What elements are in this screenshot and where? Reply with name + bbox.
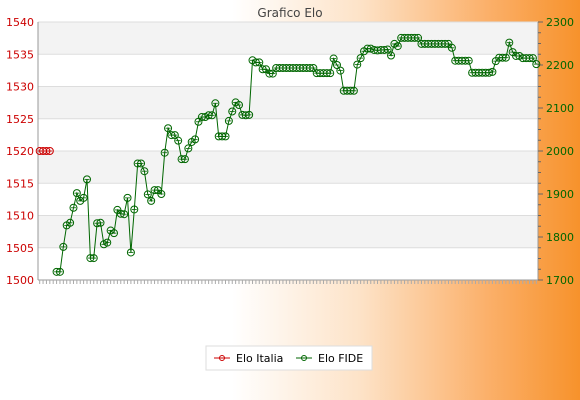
legend: Elo Italia Elo FIDE	[205, 345, 373, 371]
left-tick-label: 1500	[6, 274, 34, 287]
right-y-axis: 1700 1800 1900 2000 2100 2200 2300	[537, 16, 574, 287]
data-point-elo-fide	[501, 53, 510, 62]
legend-label-elo-fide: Elo FIDE	[318, 352, 363, 365]
data-point-elo-fide	[174, 136, 183, 145]
data-point-elo-fide	[380, 45, 389, 54]
data-point-elo-italia	[45, 147, 54, 155]
right-tick-label: 2000	[546, 145, 574, 158]
plot-band	[38, 54, 538, 87]
right-tick-label: 2300	[546, 16, 574, 29]
data-point-elo-fide	[93, 219, 102, 228]
legend-box	[205, 345, 373, 371]
data-point-elo-fide	[116, 209, 125, 218]
plot-band	[38, 215, 538, 248]
data-point-elo-fide	[96, 218, 105, 227]
plot-band	[38, 247, 538, 280]
data-point-elo-fide	[326, 69, 335, 78]
data-point-elo-fide	[191, 135, 200, 144]
x-axis	[38, 279, 538, 284]
data-point-elo-fide	[393, 42, 402, 51]
data-point-elo-fide	[160, 148, 169, 157]
data-point-elo-fide	[55, 267, 64, 276]
right-tick-label: 1700	[546, 274, 574, 287]
data-point-elo-fide	[532, 60, 541, 69]
left-y-axis: 1500 1505 1510 1515 1520 1525 1530 1535 1540	[6, 16, 39, 287]
right-tick-label: 2100	[546, 102, 574, 115]
data-point-elo-fide	[89, 254, 98, 263]
data-point-elo-fide	[464, 56, 473, 65]
data-point-elo-fide	[72, 189, 81, 198]
left-tick-label: 1510	[6, 210, 34, 223]
data-point-elo-fide	[66, 218, 75, 227]
data-point-elo-fide	[353, 60, 362, 69]
data-point-elo-fide	[383, 45, 392, 54]
data-point-elo-fide	[82, 175, 91, 184]
data-point-elo-fide	[164, 124, 173, 133]
plot-band	[38, 118, 538, 151]
data-point-elo-fide	[147, 196, 156, 205]
plot-band	[38, 22, 538, 55]
data-point-elo-fide	[241, 111, 250, 120]
legend-item-elo-fide: Elo FIDE	[296, 352, 363, 365]
left-tick-label: 1525	[6, 113, 34, 126]
data-point-elo-fide	[211, 99, 220, 108]
data-point-elo-fide	[126, 248, 135, 257]
data-point-elo-fide	[485, 68, 494, 77]
data-point-elo-fide	[488, 67, 497, 76]
plot-band	[38, 183, 538, 216]
plot-background	[38, 22, 538, 280]
left-tick-label: 1515	[6, 177, 34, 190]
data-point-elo-fide	[110, 229, 119, 238]
data-point-elo-fide	[356, 54, 365, 63]
legend-marker-elo-italia	[219, 355, 225, 361]
chart-title: Grafico Elo	[257, 6, 322, 20]
left-tick-label: 1530	[6, 81, 34, 94]
plot-band	[38, 86, 538, 119]
plot-band	[38, 151, 538, 184]
data-point-elo-fide	[143, 190, 152, 199]
data-point-elo-fide	[336, 66, 345, 75]
data-point-elo-fide	[59, 242, 68, 251]
data-point-elo-fide	[69, 203, 78, 212]
right-tick-label: 1800	[546, 231, 574, 244]
data-point-elo-fide	[207, 111, 216, 120]
data-point-elo-fide	[140, 167, 149, 176]
left-tick-label: 1540	[6, 16, 34, 29]
data-point-elo-fide	[157, 190, 166, 198]
data-point-elo-fide	[180, 155, 189, 164]
left-tick-label: 1505	[6, 242, 34, 255]
data-point-elo-fide	[235, 100, 244, 109]
data-point-elo-fide	[414, 33, 423, 42]
data-point-elo-fide	[120, 210, 129, 219]
data-point-elo-fide	[528, 54, 537, 63]
data-point-elo-fide	[221, 132, 230, 141]
data-point-elo-fide	[245, 110, 254, 119]
data-point-elo-fide	[130, 205, 139, 214]
data-point-elo-fide	[137, 159, 146, 168]
data-point-elo-fide	[184, 144, 193, 153]
data-point-elo-fide	[255, 58, 264, 67]
right-tick-label: 2200	[546, 59, 574, 72]
legend-item-elo-italia: Elo Italia	[214, 352, 283, 365]
data-point-elo-fide	[349, 86, 358, 95]
data-point-elo-fide	[329, 54, 338, 63]
data-point-elo-fide	[224, 116, 233, 125]
left-tick-label: 1520	[6, 145, 34, 158]
data-point-elo-fide	[103, 238, 112, 247]
series-layer	[35, 33, 541, 276]
legend-marker-elo-fide	[301, 355, 307, 361]
data-point-elo-fide	[505, 38, 514, 47]
legend-label-elo-italia: Elo Italia	[236, 352, 283, 365]
data-point-elo-fide	[447, 43, 456, 52]
data-point-elo-fide	[123, 193, 132, 202]
left-tick-label: 1535	[6, 48, 34, 61]
data-point-elo-fide	[228, 107, 237, 116]
data-point-elo-fide	[387, 51, 396, 60]
right-tick-label: 1900	[546, 188, 574, 201]
data-point-elo-fide	[79, 193, 88, 202]
